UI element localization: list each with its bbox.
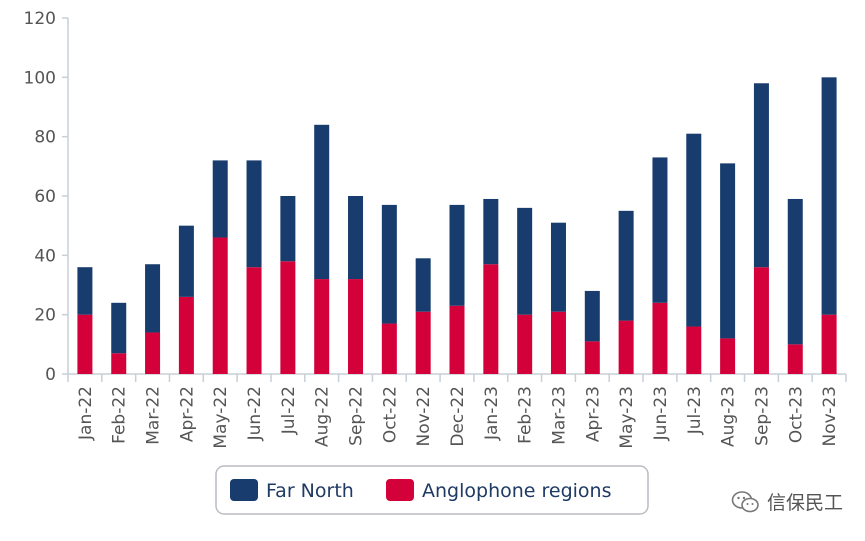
legend-label: Far North (266, 480, 354, 502)
bar-anglophone-regions (314, 279, 330, 374)
bar-far-north (517, 207, 533, 315)
x-tick-label: May-23 (617, 386, 637, 449)
bar-far-north (314, 124, 330, 280)
x-tick-label: Feb-22 (110, 386, 130, 444)
x-tick-label: Jun-23 (651, 386, 671, 441)
y-tick-label: 120 (24, 9, 56, 29)
bar-anglophone-regions (449, 305, 465, 374)
x-tick-label: Oct-23 (786, 386, 806, 443)
y-tick-label: 80 (34, 128, 56, 148)
legend-label: Anglophone regions (422, 480, 612, 502)
bar-far-north (652, 157, 668, 303)
y-tick-label: 20 (34, 306, 56, 326)
x-tick-label: Jul-22 (279, 386, 299, 435)
bar-far-north (280, 196, 296, 262)
bars (77, 77, 837, 374)
bar-far-north (720, 163, 736, 339)
y-tick-label: 0 (45, 365, 56, 385)
bar-anglophone-regions (720, 338, 736, 374)
bar-far-north (348, 196, 364, 280)
bar-far-north (77, 267, 93, 315)
x-tick-label: Jan-23 (482, 386, 502, 441)
x-tick-label: Jan-22 (76, 386, 96, 441)
bar-anglophone-regions (178, 296, 194, 374)
legend: Far North Anglophone regions (215, 465, 649, 515)
x-tick-label: Apr-22 (177, 386, 197, 442)
watermark: 信保民工 (731, 488, 843, 515)
x-tick-label: Feb-23 (516, 386, 536, 444)
legend-swatch (230, 479, 258, 501)
bar-far-north (550, 222, 566, 312)
bar-far-north (145, 264, 161, 333)
bar-far-north (381, 204, 397, 324)
bar-anglophone-regions (415, 311, 431, 374)
x-tick-label: Aug-23 (719, 386, 739, 447)
x-tick-label: Sep-22 (347, 386, 367, 446)
bar-anglophone-regions (77, 314, 93, 374)
bar-anglophone-regions (483, 264, 499, 374)
bar-far-north (584, 290, 600, 342)
x-tick-label: Oct-22 (380, 386, 400, 443)
bar-anglophone-regions (584, 341, 600, 374)
legend-box (215, 465, 649, 515)
x-tick-label: Dec-22 (448, 386, 468, 447)
bar-far-north (246, 160, 262, 268)
bar-anglophone-regions (212, 237, 228, 374)
bar-far-north (686, 133, 702, 327)
bar-far-north (449, 204, 465, 306)
x-tick-label: Nov-22 (414, 386, 434, 447)
bar-far-north (821, 77, 837, 315)
x-tick-label: Apr-23 (583, 386, 603, 442)
bar-far-north (111, 302, 127, 354)
bar-anglophone-regions (618, 320, 634, 374)
bar-far-north (212, 160, 228, 238)
bar-anglophone-regions (686, 326, 702, 374)
x-tick-label: Mar-22 (144, 386, 164, 445)
bar-anglophone-regions (280, 261, 296, 374)
x-tick-label: Nov-23 (820, 386, 840, 447)
bar-far-north (415, 258, 431, 312)
y-tick-label: 100 (24, 68, 56, 88)
bar-anglophone-regions (381, 323, 397, 374)
legend-swatch (386, 479, 414, 501)
bar-anglophone-regions (753, 267, 769, 374)
x-tick-label: Jul-23 (685, 386, 705, 435)
bar-far-north (178, 225, 194, 297)
bar-anglophone-regions (348, 279, 364, 374)
bar-far-north (618, 210, 634, 321)
wechat-icon (731, 490, 761, 514)
x-tick-label: Mar-23 (549, 386, 569, 445)
bar-anglophone-regions (517, 314, 533, 374)
bar-anglophone-regions (787, 344, 803, 374)
bar-anglophone-regions (145, 332, 161, 374)
x-tick-label: May-22 (211, 386, 231, 449)
bar-far-north (787, 198, 803, 345)
x-tick-label: Aug-22 (313, 386, 333, 447)
y-tick-label: 60 (34, 187, 56, 207)
bar-anglophone-regions (821, 314, 837, 374)
bar-anglophone-regions (246, 267, 262, 374)
bar-anglophone-regions (652, 302, 668, 374)
bar-far-north (483, 198, 499, 265)
axes: 0 20 40 60 80 100 120 Jan-22 Feb-22 Mar-22 Apr-22 M… (24, 9, 847, 449)
y-tick-label: 40 (34, 246, 56, 266)
bar-anglophone-regions (550, 311, 566, 374)
x-tick-label: Sep-23 (752, 386, 772, 446)
bar-anglophone-regions (111, 353, 127, 374)
x-tick-label: Jun-22 (245, 386, 265, 441)
watermark-text: 信保民工 (766, 492, 843, 514)
bar-far-north (753, 83, 769, 268)
